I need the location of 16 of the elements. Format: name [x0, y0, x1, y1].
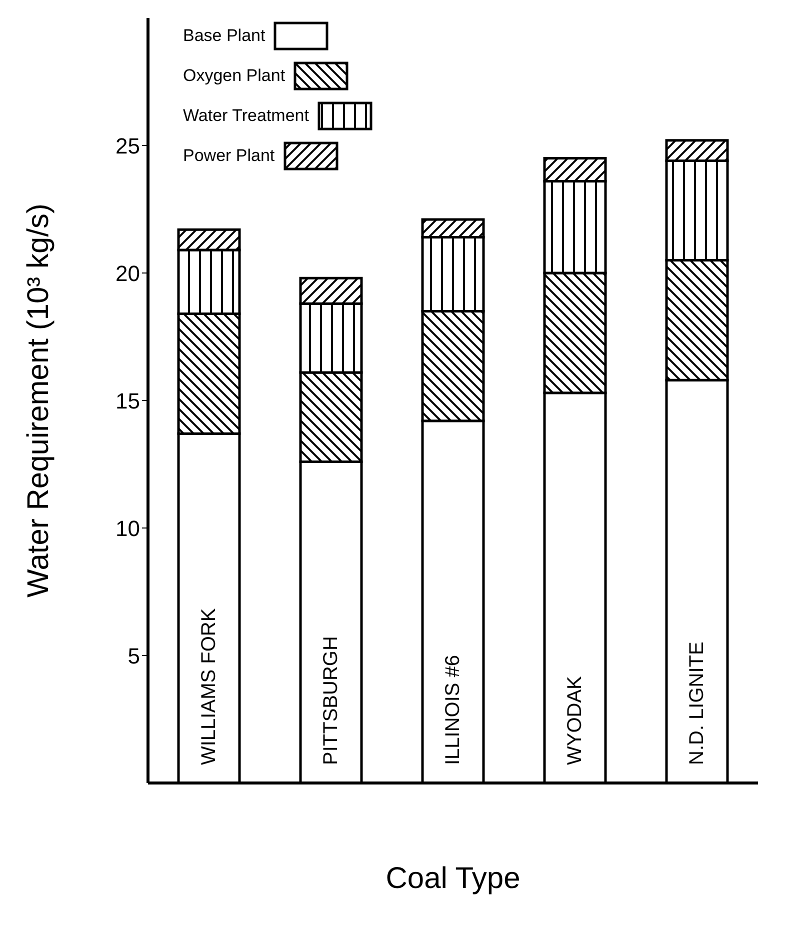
x-tick-label: WILLIAMS FORK — [198, 608, 220, 765]
x-tick-label: PITTSBURGH — [320, 636, 342, 765]
legend-label: Oxygen Plant — [183, 66, 286, 86]
y-tick-label: 10 — [116, 516, 140, 541]
y-tick-label: 15 — [116, 388, 140, 414]
y-tick-label: 25 — [116, 133, 140, 158]
legend-label: Water Treatment — [183, 106, 309, 126]
y-axis-title: Water Requirement (10³ kg/s) — [22, 203, 54, 598]
legend-label: Power Plant — [183, 146, 275, 166]
legend-label: Base Plant — [183, 26, 266, 46]
x-axis-title: Coal Type — [386, 862, 520, 895]
y-tick-label: 5 — [128, 643, 140, 668]
x-tick-label: ILLINOIS #6 — [442, 654, 464, 765]
y-tick-label: 20 — [116, 260, 140, 286]
x-tick-label: N.D. LIGNITE — [686, 642, 708, 765]
x-tick-label: WYODAK — [564, 675, 586, 765]
